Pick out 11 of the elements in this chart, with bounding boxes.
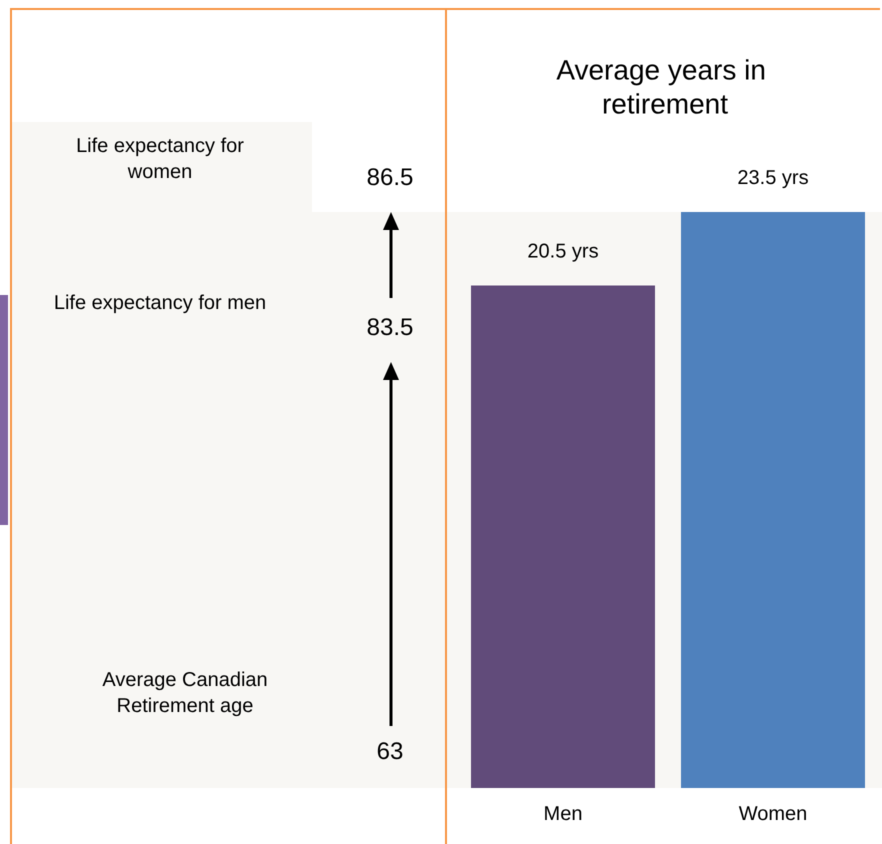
text: Life expectancy for men	[52, 291, 268, 316]
text: Life expectancy for women	[75, 134, 245, 185]
x-tick-label: Men	[544, 803, 582, 825]
text: 63	[376, 737, 404, 767]
data-label: 23.5 yrs	[737, 167, 809, 189]
text: Average Canadian Retirement age	[101, 668, 269, 719]
x-tick-label: Women	[738, 803, 808, 825]
text: 86.5	[366, 163, 414, 193]
text: 83.5	[366, 313, 414, 343]
data-label: 20.5 yrs	[527, 240, 599, 263]
chart-title: Average years in retirement	[556, 54, 774, 120]
